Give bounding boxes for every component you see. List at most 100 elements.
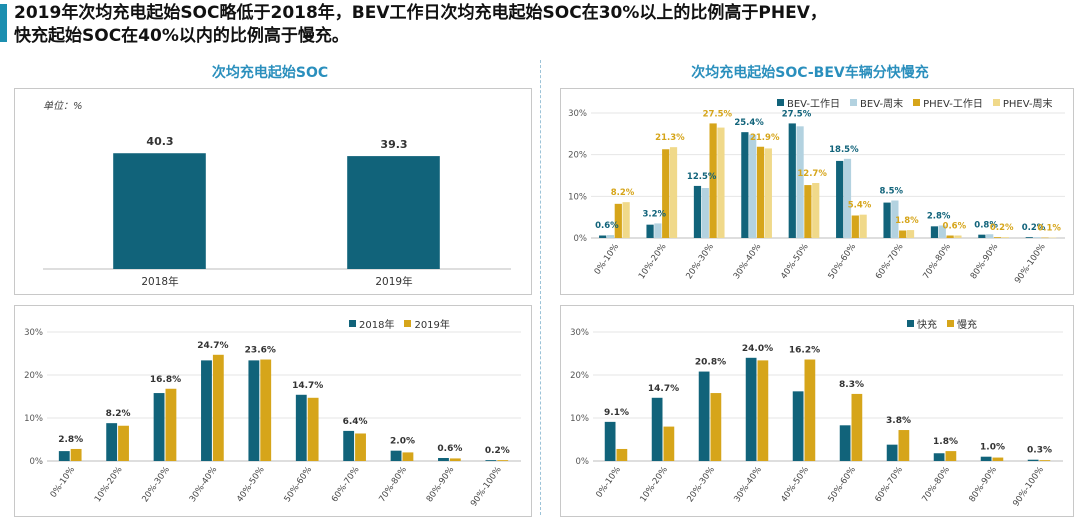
x-tick-label: 50%-60% [827,242,859,281]
legend-swatch [404,320,412,327]
data-label: 0.8% [974,220,998,230]
bar [438,457,449,461]
chart-panel-fast-slow-charge: 快充 慢充 0% 10% 20% 30% 9.1% 14.7% 20.8% 24.0% 16.2%… [560,305,1074,517]
x-tick-label: 0%-10% [593,242,622,277]
y-tick-label: 20% [568,151,587,161]
data-label: 0.1% [1037,224,1061,234]
data-label: 0.2% [485,446,510,456]
bar [669,147,678,238]
fast-slow-charge-soc-chart: 0% 10% 20% 30% 9.1% 14.7% 20.8% 24.0% 16.2% 8.3% 3… [570,328,1063,509]
legend-label: BEV-工作日 [787,99,841,110]
x-tick-label: 60%-70% [874,242,906,281]
bar [788,123,796,238]
bar [745,357,757,461]
legend-swatch [907,320,914,327]
bar [851,215,859,238]
bar [662,149,670,238]
headline-line-2: 快充起始SOC在40%以内的比例高于慢充。 [14,26,349,46]
bar [938,225,946,238]
x-tick-label: 90%-100% [1011,465,1046,509]
bar [883,202,891,238]
x-tick-label: 10%-20% [93,465,125,504]
bar [804,185,812,238]
bar [717,127,725,238]
bar [891,200,899,238]
bar [756,146,765,238]
bar [698,371,710,461]
data-label: 23.6% [245,346,276,356]
data-label: 14.7% [648,384,679,394]
x-tick-label: 30%-40% [732,242,764,281]
data-label: 8.2% [611,188,635,198]
data-label: 12.5% [687,172,717,182]
x-tick-label: 90%-100% [469,465,504,509]
data-label: 8.5% [879,187,903,197]
data-label: 3.2% [642,209,666,219]
x-tick-label: 2019年 [375,275,412,288]
legend-label: BEV-周末 [860,99,904,110]
data-label: 25.4% [734,118,764,128]
data-label: 8.3% [839,380,864,390]
bar [663,426,675,461]
legend-item: 2018年 [349,316,394,331]
legend-swatch [992,99,1000,106]
bar [1025,237,1033,238]
legend-item: PHEV-工作日 [913,95,983,110]
data-label: 18.5% [829,145,859,155]
chart-panel-bev-phev: BEV-工作日 BEV-周末 PHEV-工作日 PHEV-周末 0% 10% 20% 30%… [560,88,1074,295]
bar [954,235,962,238]
bar [710,393,722,461]
headline-line-1: 2019年次均充电起始SOC略低于2018年，BEV工作日次均充电起始SOC在3… [14,3,827,23]
bar [749,134,757,238]
bar [260,359,272,461]
x-tick-label: 80%-90% [967,465,999,504]
bar [212,354,224,461]
bar [945,451,957,461]
bar [764,148,772,238]
bar [651,397,663,461]
data-label: 0.6% [595,221,619,231]
x-tick-label: 40%-50% [235,465,267,504]
bev-phev-soc-chart: 0%10%20%30%0.6%3.2%12.5%25.4%27.5%18.5%8… [568,109,1065,286]
bar [741,132,749,238]
bar [796,126,804,238]
bar [118,425,129,461]
headline: 2019年次均充电起始SOC略低于2018年，BEV工作日次均充电起始SOC在3… [14,2,1074,48]
bar [497,460,509,461]
x-tick-label: 0%-10% [49,465,78,500]
data-label: 1.8% [895,216,919,226]
data-label: 24.0% [742,344,773,354]
headline-accent-bar [0,4,7,42]
bar [792,391,804,461]
bar [843,158,852,238]
legend-label: 2019年 [414,320,450,331]
bar [851,393,863,461]
x-tick-label: 70%-80% [920,465,952,504]
chart-legend: BEV-工作日 BEV-周末 PHEV-工作日 PHEV-周末 [777,95,1053,110]
data-label: 6.4% [343,417,368,427]
bar [604,421,616,461]
bar [757,360,769,461]
bar [1001,237,1009,238]
data-label: 12.7% [797,169,827,179]
unit-label: 单位：% [43,101,83,112]
data-label: 27.5% [782,109,812,119]
bar [986,234,994,238]
x-tick-label: 80%-90% [425,465,457,504]
legend-swatch [913,99,921,106]
legend-item: 慢充 [947,316,977,331]
section-divider [540,60,541,515]
data-label: 14.7% [292,381,323,391]
x-tick-label: 20%-30% [684,242,716,281]
bar [622,202,630,238]
x-tick-label: 60%-70% [330,465,362,504]
y-tick-label: 10% [570,414,589,424]
bar [836,160,844,238]
x-tick-label: 50%-60% [283,465,315,504]
data-label: 8.2% [106,409,131,419]
bar [980,456,992,461]
bar [113,153,206,269]
bar [646,224,654,238]
legend-swatch [947,320,954,327]
y-tick-label: 30% [570,328,589,338]
